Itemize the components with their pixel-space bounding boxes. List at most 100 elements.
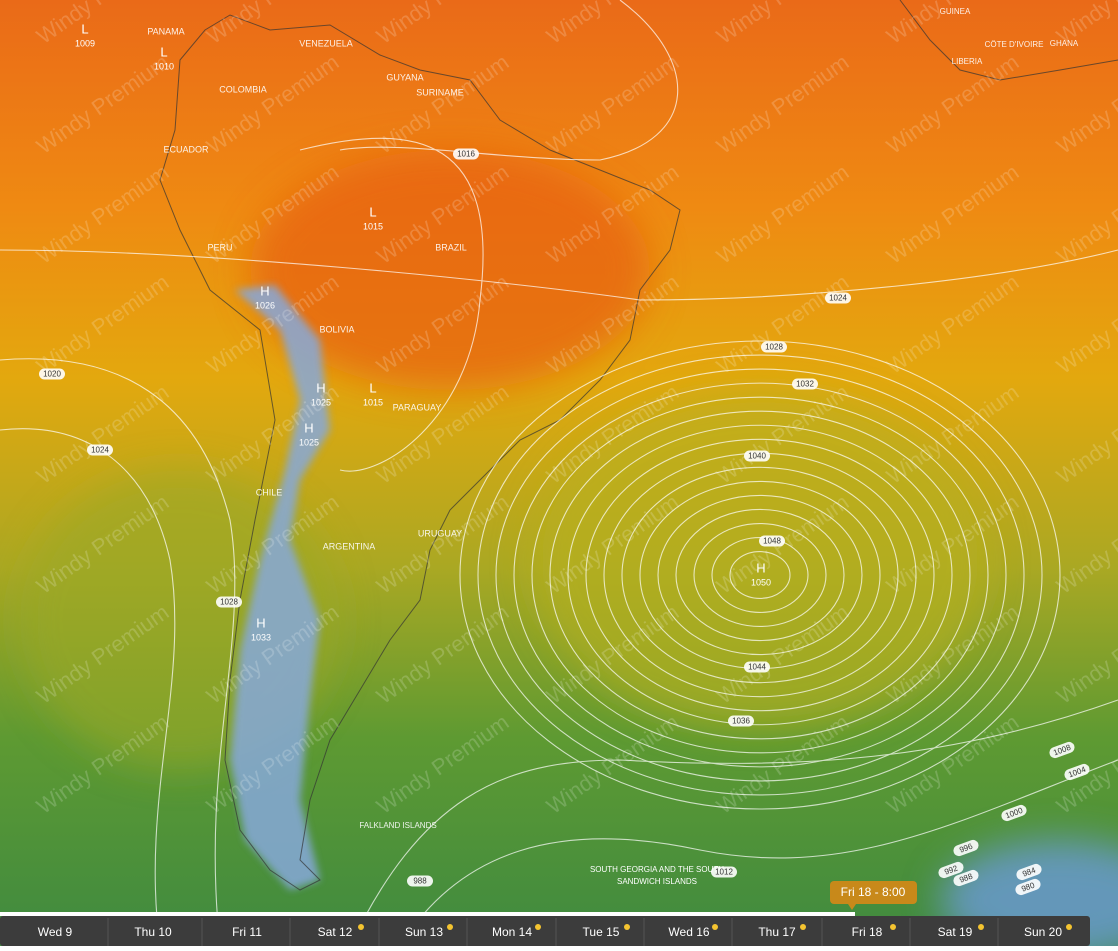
isobar-label: 1020 <box>43 370 61 379</box>
country-label: SURINAME <box>416 87 464 97</box>
isobar-label-bg <box>1001 804 1027 822</box>
pressure-type: L <box>81 21 88 36</box>
isobar-label: 1028 <box>220 598 238 607</box>
isobar-label-bg <box>1015 878 1041 896</box>
pressure-type: H <box>256 615 265 630</box>
country-label: ECUADOR <box>163 144 209 154</box>
timeline-day[interactable]: Tue 15 <box>583 925 620 939</box>
timeline-day[interactable]: Wed 16 <box>668 925 709 939</box>
country-label: BRAZIL <box>435 242 467 252</box>
isobar-label: 1012 <box>715 868 733 877</box>
country-label: PANAMA <box>147 26 184 36</box>
pressure-value: 1025 <box>311 397 331 407</box>
isobar-label-bg <box>744 661 770 673</box>
country-label: GUINEA <box>940 7 971 16</box>
isobar-label-bg <box>792 378 818 390</box>
isobar-label: 1016 <box>457 150 475 159</box>
day-icon <box>447 924 453 930</box>
pressure-type: L <box>160 44 167 59</box>
pressure-value: 1050 <box>751 577 771 587</box>
isobar <box>339 0 679 161</box>
pressure-value: 1009 <box>75 38 95 48</box>
isobar-label: 992 <box>943 863 959 876</box>
isobar-label-bg <box>216 596 242 608</box>
country-label: URUGUAY <box>418 528 462 538</box>
timeline-day[interactable]: Sun 20 <box>1024 925 1062 939</box>
pressure-value: 1010 <box>154 61 174 71</box>
country-label: GUYANA <box>386 72 423 82</box>
isobar-label: 988 <box>413 877 427 886</box>
isobar-label-bg <box>711 866 737 878</box>
time-bubble <box>830 881 917 904</box>
country-label: VENEZUELA <box>299 38 353 48</box>
timeline-day[interactable]: Sun 13 <box>405 925 443 939</box>
timeline-day[interactable]: Fri 11 <box>232 925 262 939</box>
isobar-label-bg <box>759 535 785 547</box>
isobar-label-bg <box>953 869 979 887</box>
isobar-label-bg <box>87 444 113 456</box>
isobar <box>711 537 809 613</box>
timeline-day[interactable]: Mon 14 <box>492 925 532 939</box>
country-label: FALKLAND ISLANDS <box>359 821 436 830</box>
color-field <box>20 150 1118 951</box>
isobar-label: 1048 <box>763 537 781 546</box>
isobar-label: 996 <box>958 841 974 854</box>
isobar-label-bg <box>825 292 851 304</box>
timeline-day[interactable]: Fri 18 <box>852 925 883 939</box>
pressure-type: H <box>304 420 313 435</box>
isobar-label-bg <box>1049 741 1075 759</box>
isobar-label: 980 <box>1020 880 1036 893</box>
pressure-value: 1025 <box>299 437 319 447</box>
isobar-label: 1024 <box>91 446 109 455</box>
isobar <box>675 508 845 642</box>
isobar-label: 988 <box>958 871 974 884</box>
pressure-value: 1015 <box>363 221 383 231</box>
pressure-value: 1015 <box>363 397 383 407</box>
time-bubble-tip <box>848 904 856 910</box>
isobar-label-bg <box>407 875 433 887</box>
timeline-day[interactable]: Thu 17 <box>758 925 796 939</box>
day-icon <box>890 924 896 930</box>
isobar-label: 1040 <box>748 452 766 461</box>
isobar-label-bg <box>761 341 787 353</box>
isobar-label-bg <box>744 450 770 462</box>
andes-cold <box>230 285 330 890</box>
heat-area <box>250 150 650 390</box>
day-icon <box>800 924 806 930</box>
country-label: LIBERIA <box>952 57 983 66</box>
isobar <box>567 424 953 726</box>
isobar-label: 1024 <box>829 294 847 303</box>
pressure-value: 1033 <box>251 632 271 642</box>
timeline-day[interactable]: Thu 10 <box>134 925 172 939</box>
isobar <box>0 358 236 947</box>
day-icon <box>624 924 630 930</box>
isobar-label-bg <box>728 715 754 727</box>
isobar-label: 1036 <box>732 717 750 726</box>
region-label: SOUTH GEORGIA AND THE SOUTH <box>590 865 724 874</box>
isobar <box>0 428 176 947</box>
country-label: ARGENTINA <box>323 541 376 551</box>
isobar-label: 1044 <box>748 663 766 672</box>
isobar-label-bg <box>953 839 979 857</box>
isobar <box>621 466 899 684</box>
timeline-day[interactable]: Sat 12 <box>318 925 353 939</box>
day-icon <box>712 924 718 930</box>
country-label: COLOMBIA <box>219 84 267 94</box>
pressure-type: H <box>260 283 269 298</box>
day-icon <box>978 924 984 930</box>
timeline-day[interactable]: Wed 9 <box>38 925 73 939</box>
coastline <box>159 14 681 891</box>
timeline-day[interactable]: Sat 19 <box>938 925 973 939</box>
day-icon <box>1066 924 1072 930</box>
isobar <box>693 522 827 628</box>
isobar-label-bg <box>938 861 964 879</box>
isobar <box>399 759 1118 947</box>
pressure-type: L <box>369 204 376 219</box>
region-label: SANDWICH ISLANDS <box>617 877 697 886</box>
isobar <box>0 249 1118 301</box>
isobar <box>549 410 971 740</box>
isobar <box>729 551 791 599</box>
country-label: CÔTE D'IVOIRE <box>985 40 1044 49</box>
